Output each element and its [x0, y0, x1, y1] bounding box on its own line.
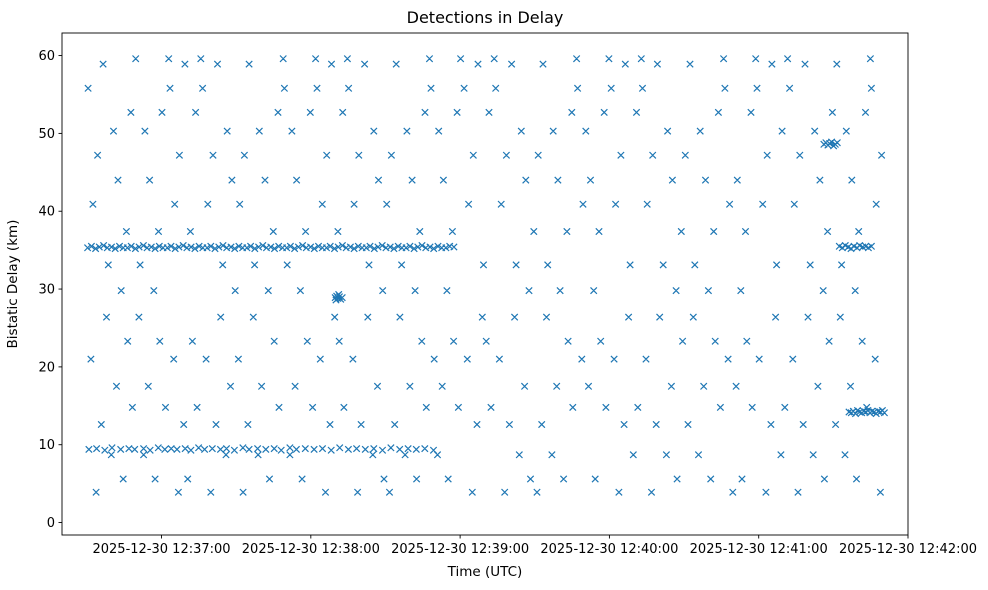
y-tick-label: 0 [47, 516, 55, 531]
y-axis-label: Bistatic Delay (km) [5, 219, 21, 349]
x-tick-label: 2025-12-30 12:42:00 [839, 542, 977, 557]
x-axis-label: Time (UTC) [447, 564, 523, 580]
chart-title: Detections in Delay [406, 8, 564, 27]
detection-markers-background-detections [84, 55, 886, 496]
x-tick-label: 2025-12-30 12:41:00 [690, 542, 828, 557]
plot-frame [61, 32, 909, 536]
detection-markers-cluster-48.7km [820, 138, 841, 150]
x-tick-label: 2025-12-30 12:37:00 [92, 542, 230, 557]
y-tick-label: 60 [38, 49, 55, 64]
x-tick-label: 2025-12-30 12:39:00 [391, 542, 529, 557]
y-tick-label: 10 [38, 438, 55, 453]
detection-markers-persistent-track-35.4km [83, 241, 458, 253]
y-tick-label: 20 [38, 360, 55, 375]
detection-markers-persistent-track-9.4km [85, 444, 438, 454]
x-tick-label: 2025-12-30 12:38:00 [242, 542, 380, 557]
detection-markers-cluster-14.2km-late [845, 406, 889, 418]
y-tick-label: 50 [38, 127, 55, 142]
detection-markers-cluster-29km [331, 290, 346, 304]
detection-markers-cluster-35.4km-late [835, 241, 876, 253]
y-tick-label: 30 [38, 283, 55, 298]
x-tick-label: 2025-12-30 12:40:00 [540, 542, 678, 557]
y-tick-label: 40 [38, 205, 55, 220]
